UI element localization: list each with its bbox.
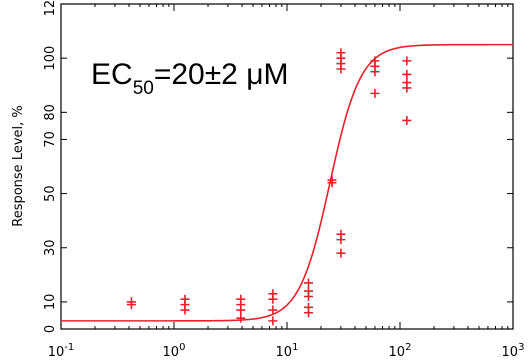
x-tick-label: 103 bbox=[502, 342, 525, 360]
data-point-marker bbox=[126, 297, 136, 307]
y-tick-label: 70 bbox=[43, 131, 58, 148]
fit-curve-layer bbox=[61, 43, 513, 322]
y-tick-label: 50 bbox=[43, 185, 58, 202]
ec50-prefix: EC bbox=[91, 58, 133, 91]
y-tick-label: 0 bbox=[43, 325, 58, 333]
data-point-marker bbox=[180, 294, 190, 304]
plot-frame bbox=[60, 3, 514, 330]
y-tick-label: 120 bbox=[43, 0, 58, 16]
y-tick-label: 80 bbox=[43, 104, 58, 121]
data-point-marker bbox=[304, 278, 314, 288]
x-axis: 10-1 100 101 102 103 bbox=[48, 4, 525, 360]
x-tick-label: 100 bbox=[163, 342, 186, 360]
data-point-marker bbox=[268, 316, 278, 326]
data-point-marker bbox=[402, 115, 412, 125]
ec50-suffix: =20±2 μM bbox=[154, 58, 289, 91]
data-point-marker bbox=[236, 313, 246, 323]
data-point-marker bbox=[268, 289, 278, 299]
data-point-marker bbox=[402, 78, 412, 88]
ec50-annotation: EC50=20±2 μM bbox=[91, 58, 288, 99]
data-point-marker bbox=[336, 48, 346, 58]
data-point-marker bbox=[336, 248, 346, 258]
data-point-marker bbox=[304, 286, 314, 296]
y-tick-label: 10 bbox=[43, 294, 58, 311]
data-point-marker bbox=[268, 305, 278, 315]
x-tick-label: 101 bbox=[276, 342, 299, 360]
ec50-subscript: 50 bbox=[133, 78, 154, 99]
y-axis-title: Response Level, % bbox=[11, 105, 26, 227]
x-tick-label: 10-1 bbox=[48, 342, 75, 360]
data-point-marker bbox=[236, 294, 246, 304]
x-tick-label: 102 bbox=[389, 342, 412, 360]
data-points-layer bbox=[126, 48, 412, 326]
y-tick-label: 30 bbox=[43, 239, 58, 256]
data-point-marker bbox=[370, 88, 380, 98]
data-point-marker bbox=[327, 175, 337, 185]
data-point-marker bbox=[304, 302, 314, 312]
y-tick-label: 100 bbox=[43, 46, 58, 71]
data-point-marker bbox=[370, 56, 380, 66]
fit-curve-line bbox=[61, 43, 513, 322]
data-point-marker bbox=[402, 56, 412, 66]
data-point-marker bbox=[336, 229, 346, 239]
y-axis: 0 10 30 50 70 80 100 120 bbox=[43, 0, 513, 333]
data-point-marker bbox=[402, 69, 412, 79]
